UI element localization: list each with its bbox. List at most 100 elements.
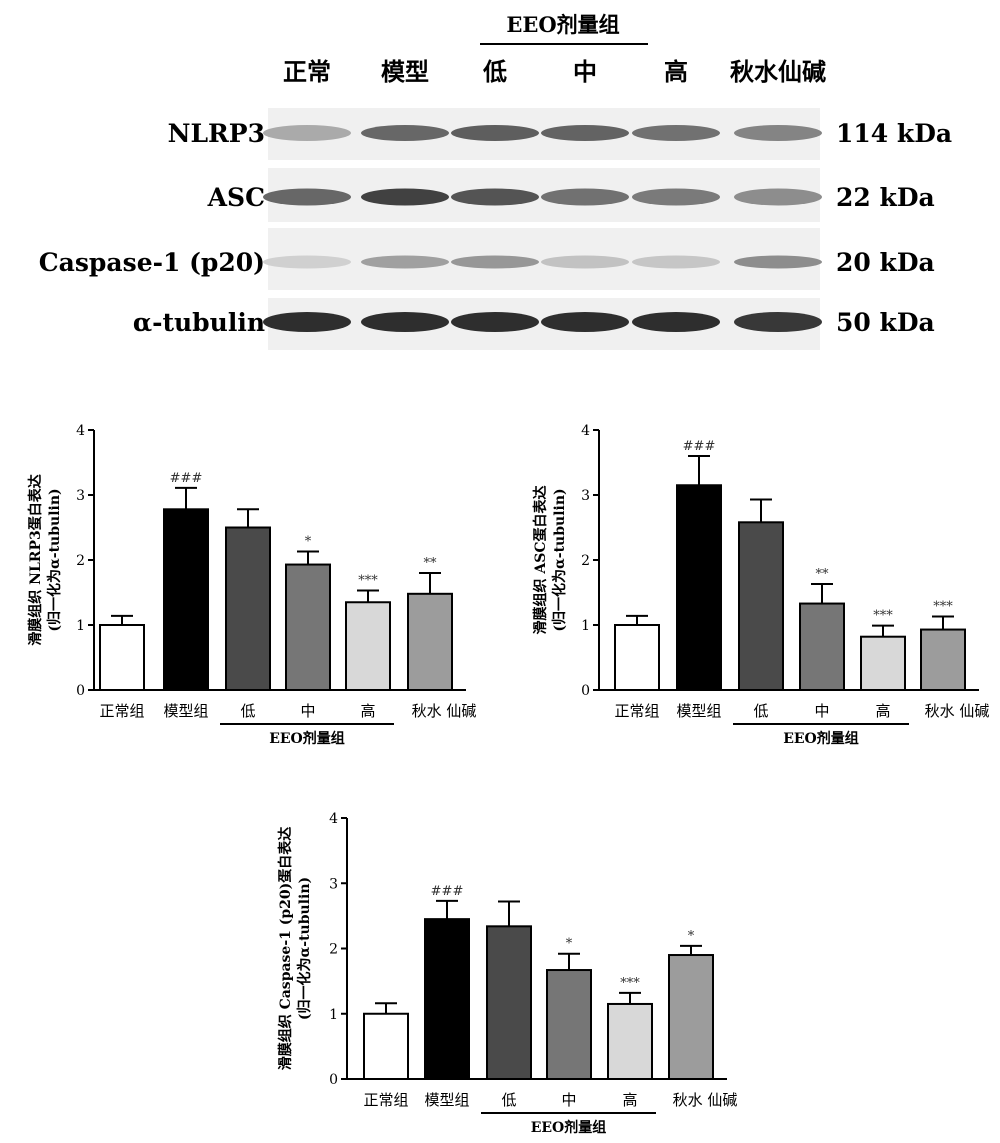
blot-size-label: 50 kDa [836, 308, 935, 337]
bar [363, 1012, 409, 1080]
x-tick-label: 正常组 [614, 702, 659, 720]
significance-label: ** [424, 556, 438, 571]
x-tick-label: 高 [622, 1091, 637, 1109]
y-tick-label: 1 [581, 618, 590, 634]
y-tick-label: 3 [76, 488, 85, 504]
bar [345, 601, 391, 691]
blot-band [263, 255, 351, 269]
bar [614, 624, 660, 691]
y-axis-label: 滑膜组织 Caspase-1 (p20)蛋白表达 (归一化为α-tubulin) [277, 827, 313, 1071]
blot-band [263, 188, 351, 206]
y-tick-label: 2 [76, 553, 85, 569]
x-tick-label: 正常组 [99, 702, 144, 720]
blot-band [541, 312, 629, 332]
nlrp3-bar-chart: 滑膜组织 NLRP3蛋白表达 (归一化为α-tubulin)01234###***… [27, 423, 477, 747]
blot-lane-label: 模型 [381, 57, 429, 86]
bar [163, 508, 209, 691]
blot-size-label: 114 kDa [836, 119, 952, 148]
x-tick-label: 高 [360, 702, 375, 720]
x-tick-label: 秋水 仙碱 [925, 702, 990, 720]
y-tick-label: 1 [76, 618, 85, 634]
blot-band [263, 312, 351, 332]
blot-row: ASC 22 kDa [207, 168, 935, 222]
y-axis-label-line2: (归一化为α-tubulin) [46, 488, 63, 631]
y-axis-label-line2: (归一化为α-tubulin) [551, 488, 568, 631]
bar [99, 624, 145, 691]
blot-size-label: 20 kDa [836, 248, 935, 277]
blot-protein-label: ASC [207, 183, 265, 212]
blot-lane-labels: 正常 模型 低 中 高 秋水仙碱 [283, 57, 826, 86]
y-axis-label-line2: (归一化为α-tubulin) [296, 877, 313, 1020]
group-label: EEO剂量组 [531, 1119, 607, 1136]
y-tick-label: 0 [76, 683, 85, 699]
blot-band [361, 188, 449, 206]
blot-band [451, 312, 539, 332]
y-tick-label: 3 [581, 488, 590, 504]
blot-band [632, 255, 720, 269]
blot-band [734, 255, 822, 269]
x-tick-label: 模型组 [163, 702, 208, 720]
significance-label: ### [170, 471, 203, 486]
bar [668, 954, 714, 1080]
blot-band [541, 255, 629, 269]
bar [920, 628, 966, 692]
blot-lane-label: 低 [482, 57, 507, 86]
blot-size-label: 22 kDa [836, 183, 935, 212]
blot-band [632, 312, 720, 332]
blot-band [734, 188, 822, 206]
blot-band [361, 255, 449, 269]
bar [607, 1002, 653, 1080]
y-axis-label-line1: 滑膜组织 NLRP3蛋白表达 [27, 474, 44, 645]
y-tick-label: 1 [329, 1007, 338, 1023]
blot-band [632, 125, 720, 141]
x-tick-label: 中 [561, 1091, 576, 1109]
y-tick-label: 4 [76, 423, 85, 439]
significance-label: * [688, 929, 695, 944]
blot-band [263, 125, 351, 141]
blot-protein-label: NLRP3 [168, 119, 265, 148]
blot-band [451, 255, 539, 269]
y-tick-label: 4 [581, 423, 590, 439]
asc-bar-chart: 滑膜组织 ASC蛋白表达 (归一化为α-tubulin)01234###*****… [532, 423, 990, 747]
significance-label: *** [873, 609, 893, 624]
blot-lane-label: 中 [573, 57, 597, 86]
significance-label: ### [431, 884, 464, 899]
y-axis-label: 滑膜组织 ASC蛋白表达 (归一化为α-tubulin) [532, 486, 568, 635]
x-tick-label: 高 [875, 702, 890, 720]
blot-lane-label: 高 [664, 57, 688, 86]
bar [546, 969, 592, 1080]
bar [676, 484, 722, 691]
x-tick-label: 秋水 仙碱 [673, 1091, 738, 1109]
y-tick-label: 3 [329, 876, 338, 892]
y-axis-label: 滑膜组织 NLRP3蛋白表达 (归一化为α-tubulin) [27, 474, 63, 645]
bar [424, 918, 470, 1080]
bar [860, 635, 906, 691]
caspase1-bar-chart: 滑膜组织 Caspase-1 (p20)蛋白表达 (归一化为α-tubulin) 0… [277, 811, 738, 1136]
blot-band [541, 125, 629, 141]
western-blot-panel: EEO剂量组 正常 模型 低 中 高 秋水仙碱 NLRP3 114 kDa ASC 22 kDa… [39, 12, 952, 350]
blot-rows: NLRP3 114 kDa ASC 22 kDa Caspase-1 (p20) 20 k… [39, 108, 952, 350]
x-tick-label: 低 [753, 702, 768, 720]
x-tick-label: 秋水 仙碱 [412, 702, 477, 720]
group-label: EEO剂量组 [783, 730, 859, 747]
significance-label: ### [683, 439, 716, 454]
significance-label: * [305, 535, 312, 550]
blot-band [451, 125, 539, 141]
bar [285, 563, 331, 691]
y-axis-label-line1: 滑膜组织 ASC蛋白表达 [532, 486, 549, 635]
x-tick-label: 模型组 [424, 1091, 469, 1109]
x-tick-label: 中 [814, 702, 829, 720]
blot-protein-label: α-tubulin [133, 308, 265, 337]
blot-band [632, 188, 720, 206]
bar [225, 526, 271, 691]
blot-band [734, 312, 822, 332]
blot-protein-label: Caspase-1 (p20) [39, 248, 265, 277]
blot-band [451, 188, 539, 206]
blot-lane-label: 正常 [283, 57, 331, 86]
group-label: EEO剂量组 [269, 730, 345, 747]
x-tick-label: 中 [300, 702, 315, 720]
significance-label: * [566, 937, 573, 952]
blot-membrane [268, 228, 820, 290]
blot-lane-label: 秋水仙碱 [730, 57, 826, 86]
significance-label: ** [816, 567, 830, 582]
